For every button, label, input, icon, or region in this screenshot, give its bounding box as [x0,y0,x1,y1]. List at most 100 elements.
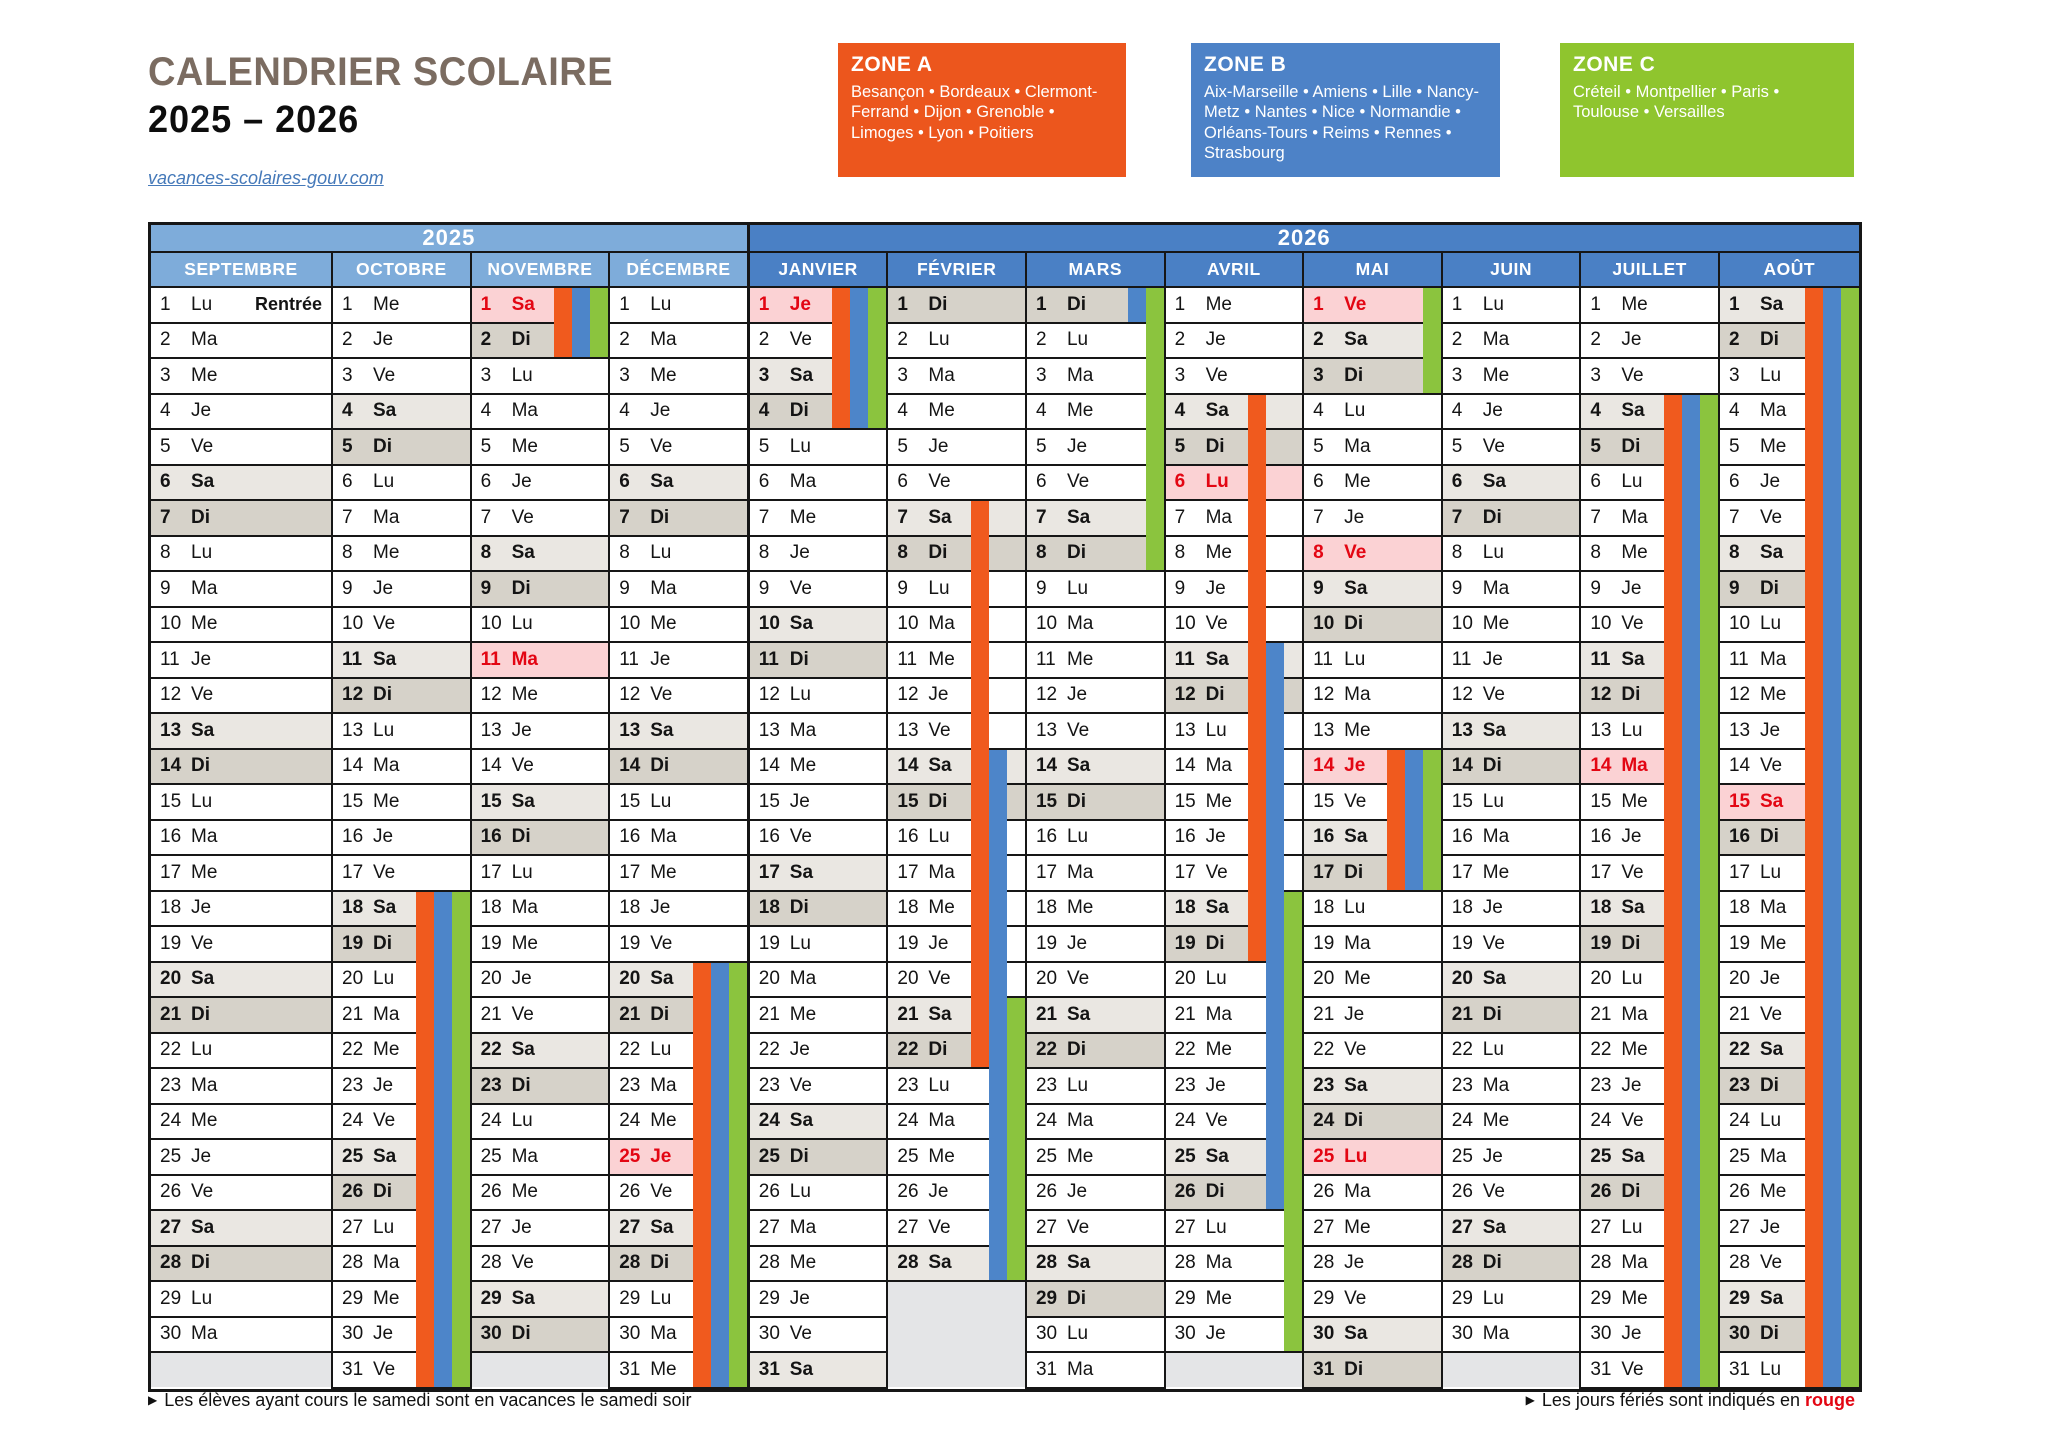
weekday-abbr: Ve [789,329,812,351]
weekday-abbr: Ma [1621,1003,1648,1025]
weekday-abbr: Me [928,1145,955,1167]
weekday-abbr: Me [191,861,218,883]
day-cell: 29 Lu [151,1282,331,1318]
day-number: 26 [480,1181,502,1203]
day-number: 12 [1728,684,1751,706]
day-cell: 17 Me [151,856,331,892]
weekday-abbr: Me [511,684,538,706]
day-cell: 20 Sa [1442,962,1580,998]
day-cell: 21 Di [151,998,331,1034]
day-number: 22 [1174,1039,1196,1061]
day-number: 18 [1590,897,1612,919]
weekday-abbr: Lu [928,577,950,599]
day-cell: 12 Je [1026,678,1164,714]
day-cell: 18 Me [1026,891,1164,927]
weekday-abbr: Me [373,1039,400,1061]
day-cell: 31 Di [1304,1353,1441,1389]
weekday-abbr: Sa [1759,1039,1784,1061]
day-number: 6 [1728,471,1740,493]
day-cell: 16 Ma [151,820,331,856]
day-number: 16 [758,826,780,848]
day-number: 27 [1313,1216,1335,1238]
day-cell: 6 Ve [1026,465,1164,501]
weekday-abbr: Lu [511,861,533,883]
day-number: 12 [1174,684,1196,706]
day-number: 19 [1035,932,1058,954]
day-cell: 5 Je [1026,430,1164,466]
weekday-abbr: Di [191,1003,210,1025]
day-number: 7 [619,506,630,528]
day-number: 28 [1451,1252,1473,1274]
weekday-abbr: Sa [928,506,952,528]
weekday-abbr: Ma [191,577,218,599]
weekday-abbr: Lu [511,613,533,635]
day-cell: 26 Ma [1304,1175,1441,1211]
weekday-abbr: Sa [1759,1287,1784,1309]
month-days-avril: 1 Me 2 Je 3 Ve 4 Sa 5 Di 6 Lu 7 Ma 8 Me 9 Je 10 Ve 11 Sa 12 Di 1… [1165,288,1303,1387]
weekday-abbr: Sa [928,755,952,777]
day-number: 26 [1728,1181,1751,1203]
month-header-mai: MAI [1304,253,1441,288]
day-number: 29 [160,1287,182,1309]
month-header-mars: MARS [1026,253,1164,288]
vacation-stripe-zone-c [1284,891,1303,1351]
weekday-abbr: Ve [789,1323,812,1345]
zone-box-a: ZONE A Besançon • Bordeaux • Clermont-Fer… [838,43,1126,177]
weekday-abbr: Ma [1621,755,1648,777]
weekday-abbr: Je [1482,400,1503,422]
day-cell: 14 Ma [333,749,470,785]
day-cell: 12 Ve [610,678,747,714]
day-number: 22 [619,1039,641,1061]
weekday-abbr: Sa [1482,968,1506,990]
weekday-abbr: Lu [191,542,213,564]
day-number: 16 [1313,826,1335,848]
weekday-abbr: Me [1066,400,1094,422]
day-number: 28 [897,1252,919,1274]
weekday-abbr: Ve [1205,861,1228,883]
day-cell: 10 Me [1442,607,1580,643]
day-number: 17 [1728,861,1751,883]
day-cell: 13 Ve [888,714,1025,750]
day-cell: 11 Me [888,643,1025,679]
day-cell: 6 Ve [888,465,1025,501]
vacation-stripe-zone-b [1127,288,1146,322]
website-link[interactable]: vacances-scolaires-gouv.com [148,167,384,188]
weekday-abbr: Me [1205,790,1232,812]
weekday-abbr: Lu [373,471,395,493]
month-days-mars: 1 Di 2 Lu 3 Ma 4 Me 5 Je 6 Ve 7 Sa 8 Di 9 Lu 10 Ma 11 Me 12 Je 1… [1026,288,1164,1389]
day-number: 2 [1590,329,1601,351]
weekday-abbr: Ve [789,826,812,848]
day-cell: 15 Lu [1442,785,1580,821]
day-cell: 1 Me [1581,288,1718,324]
day-number: 16 [160,826,182,848]
day-number: 25 [1174,1145,1196,1167]
weekday-abbr: Lu [1759,613,1782,635]
weekday-abbr: Lu [1482,1287,1504,1309]
day-number: 16 [1174,826,1196,848]
day-cell: 8 Ve [1304,536,1441,572]
day-cell: 7 Di [151,501,331,537]
weekday-abbr: Ve [1621,613,1644,635]
day-cell: 3 Ve [333,359,470,395]
day-number: 8 [1590,542,1601,564]
day-number: 28 [619,1252,641,1274]
day-cell: 30 Je [1165,1317,1303,1353]
day-number: 20 [160,968,182,990]
weekday-abbr: Sa [1066,506,1091,528]
day-number: 10 [1728,613,1751,635]
weekday-abbr: Ve [1066,471,1090,493]
weekday-abbr: Je [191,400,212,422]
day-number: 28 [160,1252,182,1274]
day-number: 9 [1590,577,1601,599]
day-number: 8 [1451,542,1463,564]
weekday-abbr: Ma [1066,861,1094,883]
day-cell: 13 Sa [151,714,331,750]
day-number: 15 [1035,790,1058,812]
day-number: 15 [1728,790,1751,812]
vacation-stripe-zone-a [415,891,434,1387]
weekday-abbr: Sa [789,1358,814,1380]
day-number: 4 [619,400,630,422]
weekday-abbr: Ma [1344,932,1371,954]
day-number: 27 [342,1216,364,1238]
rentree-label: Rentrée [254,294,322,315]
